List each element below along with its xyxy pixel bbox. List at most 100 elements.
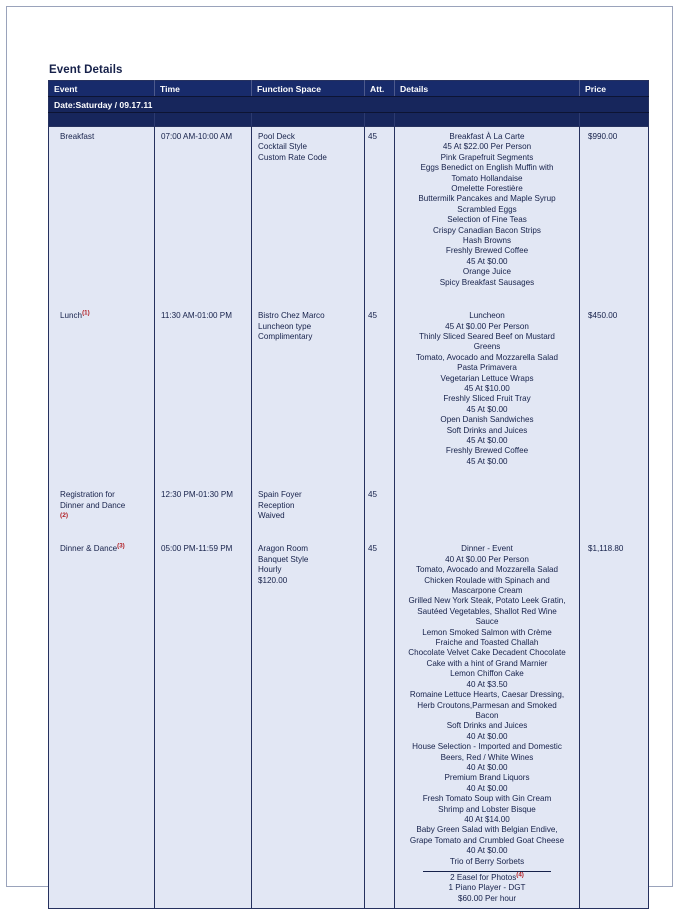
details-line: Grilled New York Steak, Potato Leek Grat… [408,596,566,606]
details-line: 45 At $0.00 [466,435,508,445]
function-space-line: Banquet Style [258,554,309,564]
details-line: 45 At $0.00 [466,256,508,266]
spacer-cell-details [394,112,580,127]
page-frame: Event Details Event Time Function Space … [6,6,673,909]
details-line: Grape Tomato and Crumbled Goat Cheese [409,835,565,845]
event-name-line: Registration for [60,490,115,500]
details-line: Beers, Red / White Wines [440,752,534,762]
header-spacer-row [48,112,649,127]
column-header-event[interactable]: Event [48,80,155,97]
details-line: 45 At $0.00 Per Person [445,321,529,331]
function-space-line: Aragon Room [258,544,308,554]
details-line: 40 At $0.00 [466,846,508,856]
row-spacer-cell [48,471,155,486]
spacer-cell-att [364,112,395,127]
column-header-details[interactable]: Details [394,80,580,97]
details-line: Sauce [475,617,499,627]
details-line: Lemon Smoked Salmon with Crème [422,627,552,637]
details-footnote-marker: (4) [516,871,524,879]
cell-function-space: Pool Deck Cocktail Style Custom Rate Code [251,126,365,293]
details-easel-line: 2 Easel for Photos(4) [450,871,524,882]
cell-price: $1,118.80 [579,539,649,909]
function-space-line: Luncheon type [258,321,312,331]
cell-function-space: Aragon Room Banquet Style Hourly $120.00 [251,539,365,909]
row-spacer-cell [394,292,580,307]
row-spacer-cell [364,292,395,307]
event-details-section: Event Details Event Time Function Space … [48,64,649,909]
event-details-table: Event Time Function Space Att. Details P… [48,80,649,909]
details-line: Fresh Tomato Soup with Gin Cream [422,794,552,804]
details-line: Dinner - Event [461,544,513,554]
cell-time: 11:30 AM-01:00 PM [154,306,252,472]
event-name: Breakfast [60,132,95,141]
details-line: Premium Brand Liquors [444,773,530,783]
event-footnote-marker: (3) [117,542,125,550]
details-line: Freshly Brewed Coffee [445,446,529,456]
details-line: Open Danish Sandwiches [440,415,534,425]
details-line: Crispy Canadian Bacon Strips [433,225,541,235]
cell-function-space: Bistro Chez Marco Luncheon type Compliment… [251,306,365,472]
details-line: Fraiche and Toasted Challah [435,638,539,648]
spacer-cell-time [154,112,252,127]
details-line: Selection of Fine Teas [447,215,527,225]
cell-time: 07:00 AM-10:00 AM [154,126,252,293]
details-line: House Selection - Imported and Domestic [412,742,562,752]
cell-details [394,485,580,526]
column-header-att[interactable]: Att. [364,80,395,97]
date-group-label: Date:Saturday / 09.17.11 [48,96,649,113]
details-line: Breakfast À La Carte [449,132,525,141]
details-line: 40 At $0.00 [466,783,508,793]
details-line: Eggs Benedict on English Muffin with [420,163,554,173]
details-line: Hash Browns [462,236,512,246]
function-space-line: Custom Rate Code [258,152,327,162]
row-spacer [48,525,649,540]
function-space-line: Cocktail Style [258,142,308,152]
row-spacer [48,471,649,486]
table-row: Breakfast 07:00 AM-10:00 AM Pool Deck Cockt… [48,126,649,293]
details-line: Trio of Berry Sorbets [449,856,525,866]
details-line: Cake with a hint of Grand Marnier [426,658,548,668]
details-line: Spicy Breakfast Sausages [439,277,535,287]
details-line: Herb Croutons,Parmesan and Smoked [417,700,557,710]
table-row: Registration for Dinner and Dance (2) 12:30… [48,485,649,526]
row-spacer-cell [394,471,580,486]
function-space-line: Spain Foyer [258,490,302,500]
function-space-line: Waived [258,511,285,520]
details-line: Bacon [475,710,499,720]
column-header-function-space[interactable]: Function Space [251,80,365,97]
column-header-price[interactable]: Price [579,80,649,97]
row-spacer-cell [579,525,649,540]
cell-price: $990.00 [579,126,649,293]
details-line: Chocolate Velvet Cake Decadent Chocolate [408,648,566,658]
details-line: Freshly Sliced Fruit Tray [443,394,531,404]
row-spacer-cell [364,471,395,486]
row-spacer-cell [48,292,155,307]
cell-time: 05:00 PM-11:59 PM [154,539,252,909]
details-line: Pasta Primavera [457,363,517,373]
cell-attendance: 45 [364,485,395,526]
table-row: Dinner & Dance(3) 05:00 PM-11:59 PM Aragon… [48,539,649,909]
details-line: Orange Juice [462,267,512,277]
date-group-row: Date:Saturday / 09.17.11 [48,96,649,113]
header-row: Event Time Function Space Att. Details P… [48,80,649,97]
row-spacer-cell [579,292,649,307]
event-name: Dinner & Dance [60,544,118,554]
function-space-line: Reception [258,500,295,510]
details-line: Greens [473,342,501,352]
details-line: Lemon Chiffon Cake [450,669,524,679]
table-row: Lunch(1) 11:30 AM-01:00 PM Bistro Chez Mar… [48,306,649,472]
details-line: Mascarpone Cream [451,586,523,596]
row-spacer-cell [579,471,649,486]
cell-details: Luncheon 45 At $0.00 Per Person Thinly Sli… [394,306,580,472]
details-line: Pink Grapefruit Segments [440,152,534,162]
cell-event: Registration for Dinner and Dance (2) [48,485,155,526]
details-line: Omelette Forestière [451,184,523,194]
event-footnote-marker: (2) [60,512,69,519]
function-space-line: Hourly [258,565,282,575]
details-line: Sautéed Vegetables, Shallot Red Wine [417,606,557,616]
cell-event: Breakfast [48,126,155,293]
column-header-time[interactable]: Time [154,80,252,97]
table-body: Breakfast 07:00 AM-10:00 AM Pool Deck Cockt… [48,126,649,909]
details-line: Chicken Roulade with Spinach and [424,575,550,585]
details-line: Tomato, Avocado and Mozzarella Salad [415,565,559,575]
